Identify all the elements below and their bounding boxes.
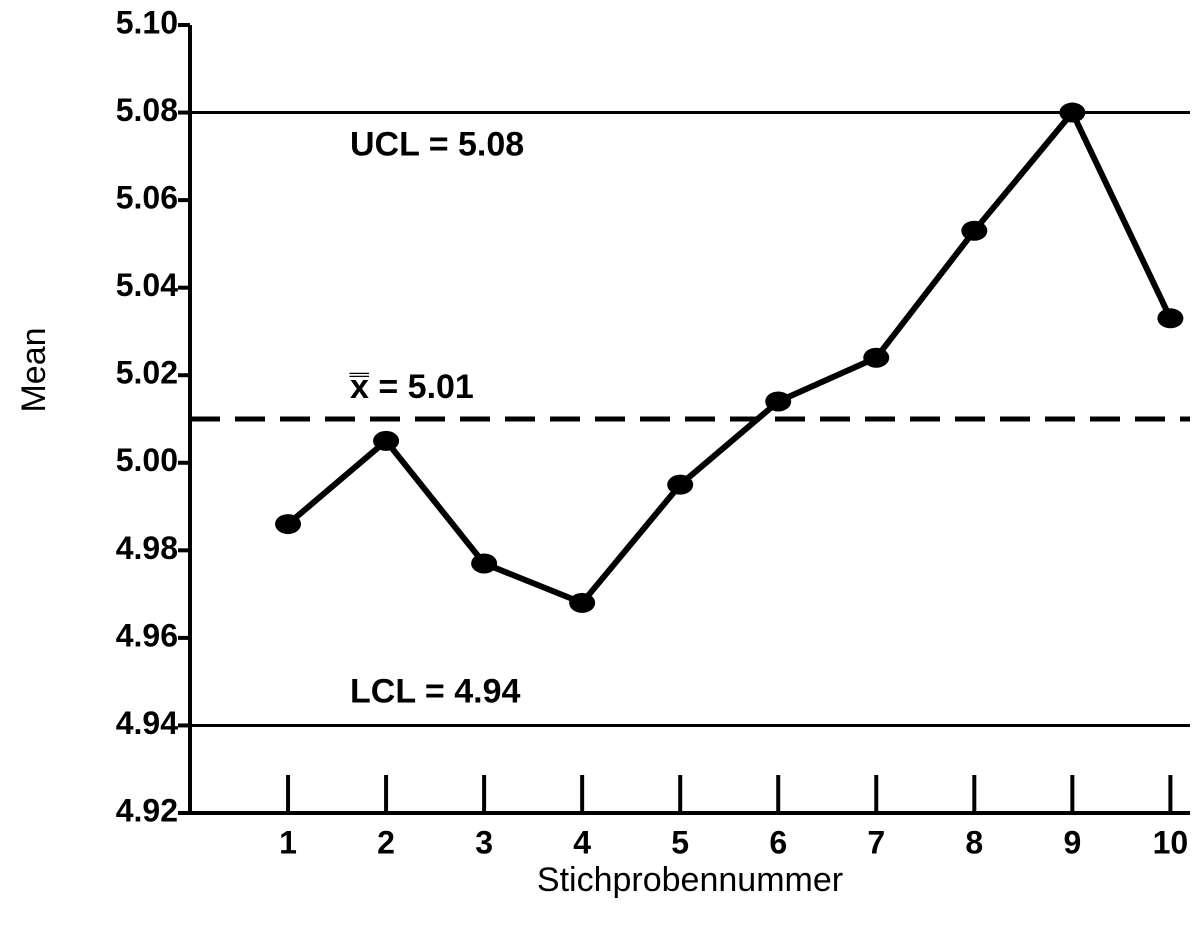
y-tick-label: 5.10 (116, 4, 178, 40)
x-tick-label: 5 (671, 824, 689, 860)
y-tick-label: 5.00 (116, 442, 178, 478)
y-tick-label: 5.06 (116, 180, 178, 216)
reference-label: UCL = 5.08 (350, 126, 524, 164)
data-point (275, 514, 302, 535)
data-point (667, 474, 694, 495)
reference-label: x̿ = 5.01 (349, 368, 474, 406)
x-tick-label: 7 (867, 824, 885, 860)
y-tick-label: 4.94 (116, 705, 178, 741)
x-tick-label: 2 (377, 824, 395, 860)
data-point (569, 592, 596, 613)
x-tick-label: 8 (965, 824, 983, 860)
data-point (765, 391, 792, 412)
x-tick-label: 3 (475, 824, 493, 860)
x-tick-label: 4 (573, 824, 591, 860)
x-tick-label: 1 (279, 824, 297, 860)
y-tick-label: 5.02 (116, 355, 178, 391)
x-tick-label: 9 (1063, 824, 1081, 860)
reference-label: LCL = 4.94 (350, 672, 520, 710)
data-point (373, 430, 400, 451)
data-point (863, 347, 890, 368)
data-point (961, 220, 988, 241)
x-tick-label: 10 (1153, 824, 1189, 860)
data-point (1157, 308, 1184, 329)
y-tick-label: 4.98 (116, 530, 178, 566)
data-point (1059, 102, 1086, 123)
x-tick-label: 6 (769, 824, 787, 860)
y-axis-label: Mean (15, 327, 53, 412)
data-point (471, 553, 498, 574)
y-tick-label: 5.08 (116, 92, 178, 128)
data-line (286, 109, 1174, 606)
y-tick-label: 4.92 (116, 792, 178, 828)
y-tick-label: 5.04 (116, 267, 178, 303)
x-axis-label: Stichprobennummer (537, 861, 843, 899)
y-tick-label: 4.96 (116, 617, 178, 653)
